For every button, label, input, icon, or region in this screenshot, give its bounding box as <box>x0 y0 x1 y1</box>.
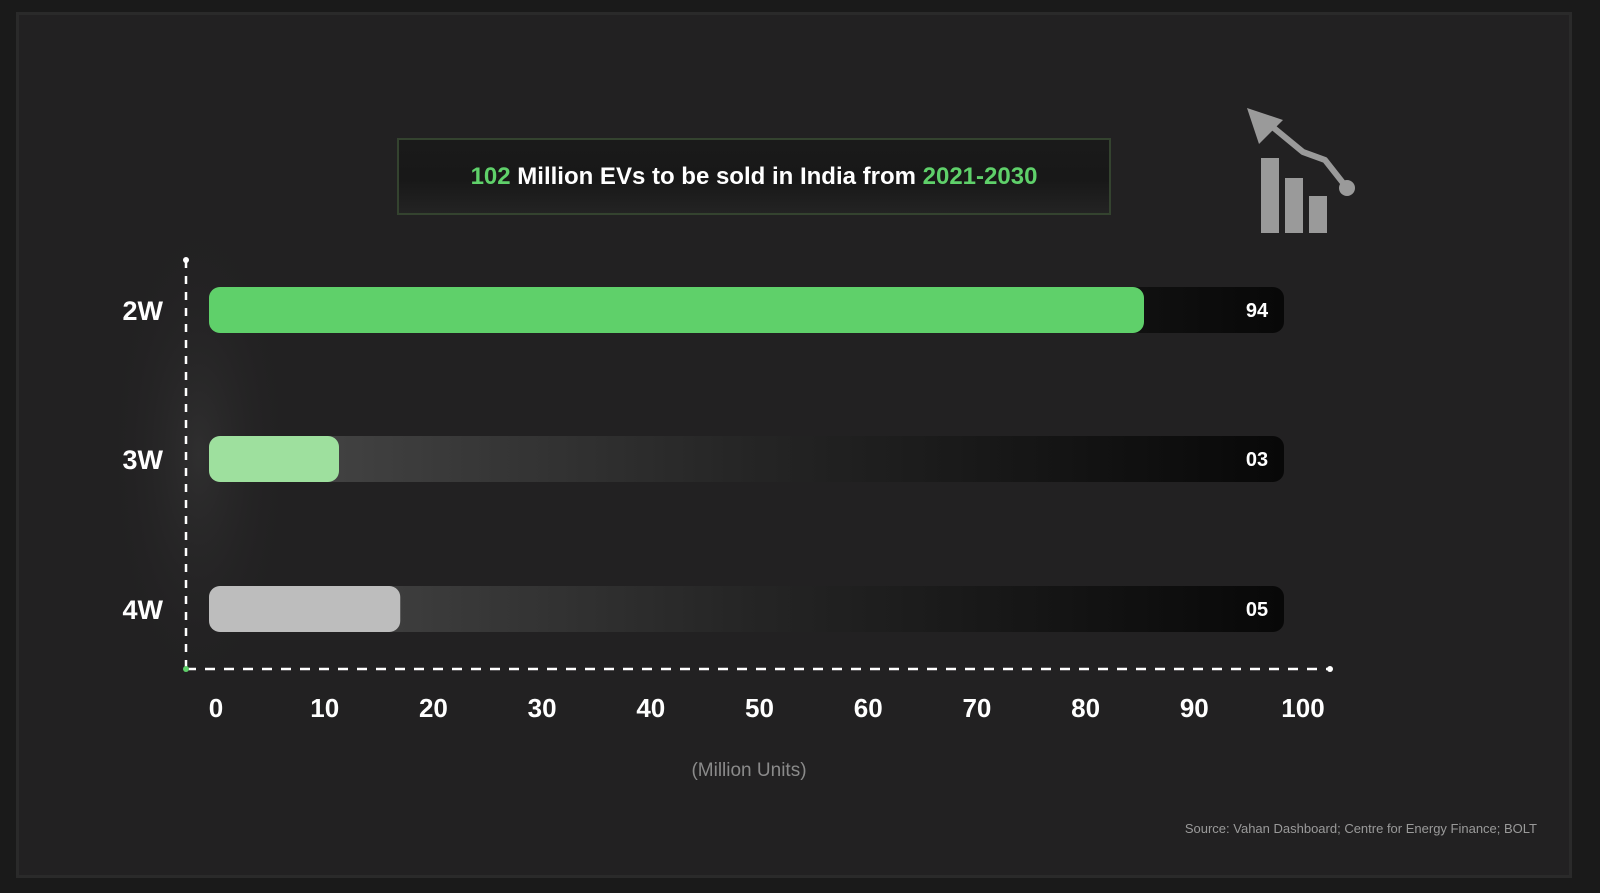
x-tick-label-100: 100 <box>1281 693 1324 723</box>
bar-track-4W <box>209 586 1284 632</box>
axis-origin-dot <box>183 666 189 672</box>
category-label-2W: 2W <box>123 296 164 326</box>
title-text: Million EVs to be sold in India from <box>517 162 916 190</box>
x-tick-label-60: 60 <box>854 693 883 723</box>
x-tick-label-70: 70 <box>962 693 991 723</box>
y-axis-end-dot <box>183 257 189 263</box>
title-highlight-number: 102 <box>470 162 511 190</box>
x-tick-label-30: 30 <box>528 693 557 723</box>
x-axis-title: (Million Units) <box>691 760 807 781</box>
bar-track-3W <box>209 436 1284 482</box>
x-tick-label-20: 20 <box>419 693 448 723</box>
chart-title-box: 102 Million EVs to be sold in India from… <box>397 138 1111 215</box>
x-tick-label-40: 40 <box>636 693 665 723</box>
bar-chart-trend-arrow-icon <box>1247 108 1355 233</box>
value-label-3W: 03 <box>1246 449 1268 471</box>
value-label-4W: 05 <box>1246 599 1268 621</box>
bar-2W <box>209 287 1144 333</box>
category-label-4W: 4W <box>123 595 164 625</box>
chart-frame: 102 Million EVs to be sold in India from… <box>16 12 1572 878</box>
bar-chart: 2W 94 3W 03 4W 05 0 10 20 30 40 50 60 70 80 90 100 <box>104 205 1333 723</box>
category-label-3W: 3W <box>123 445 164 475</box>
x-tick-label-90: 90 <box>1180 693 1209 723</box>
x-tick-label-10: 10 <box>310 693 339 723</box>
x-tick-label-50: 50 <box>745 693 774 723</box>
title-highlight-years: 2021-2030 <box>922 162 1038 190</box>
x-axis-end-dot <box>1327 666 1333 672</box>
bar-3W <box>209 436 339 482</box>
source-note: Source: Vahan Dashboard; Centre for Ener… <box>1184 821 1537 836</box>
value-label-2W: 94 <box>1246 300 1269 322</box>
bar-4W <box>209 586 401 632</box>
x-tick-label-80: 80 <box>1071 693 1100 723</box>
x-tick-label-0: 0 <box>209 693 223 723</box>
